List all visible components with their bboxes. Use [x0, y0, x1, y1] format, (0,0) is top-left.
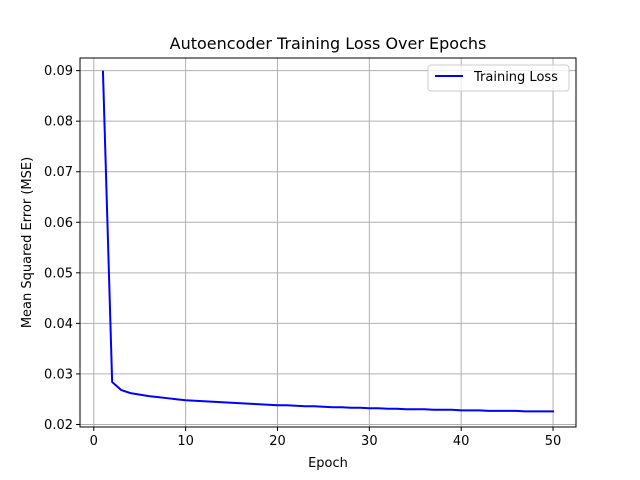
- y-axis-ticks: 0.02 0.03 0.04 0.05 0.06 0.07 0.08 0.09: [44, 64, 80, 433]
- y-tick-label: 0.02: [44, 418, 73, 433]
- y-axis-label: Mean Squared Error (MSE): [20, 157, 35, 328]
- series-line-training-loss: [101, 70, 555, 413]
- legend-label-training-loss: Training Loss: [473, 70, 558, 85]
- y-tick-label: 0.06: [44, 216, 73, 231]
- x-tick-label: 40: [453, 434, 470, 449]
- y-tick-label: 0.09: [44, 64, 73, 79]
- y-tick-label: 0.07: [44, 165, 73, 180]
- y-tick-label: 0.05: [44, 266, 73, 281]
- x-tick-label: 50: [545, 434, 562, 449]
- x-tick-label: 30: [361, 434, 378, 449]
- legend: Training Loss: [427, 64, 570, 92]
- series-layer: [101, 70, 555, 413]
- y-tick-label: 0.08: [44, 115, 73, 130]
- y-tick-label: 0.04: [44, 317, 73, 332]
- grid: [80, 58, 576, 427]
- plot-frame: [79, 57, 577, 428]
- x-axis-label: Epoch: [308, 456, 348, 471]
- x-tick-label: 0: [90, 434, 98, 449]
- x-tick-label: 10: [177, 434, 194, 449]
- chart-title: Autoencoder Training Loss Over Epochs: [170, 34, 487, 53]
- y-tick-label: 0.03: [44, 367, 73, 382]
- x-tick-label: 20: [269, 434, 286, 449]
- legend-box: [427, 64, 570, 92]
- x-axis-ticks: 0 10 20 30 40 50: [90, 427, 562, 449]
